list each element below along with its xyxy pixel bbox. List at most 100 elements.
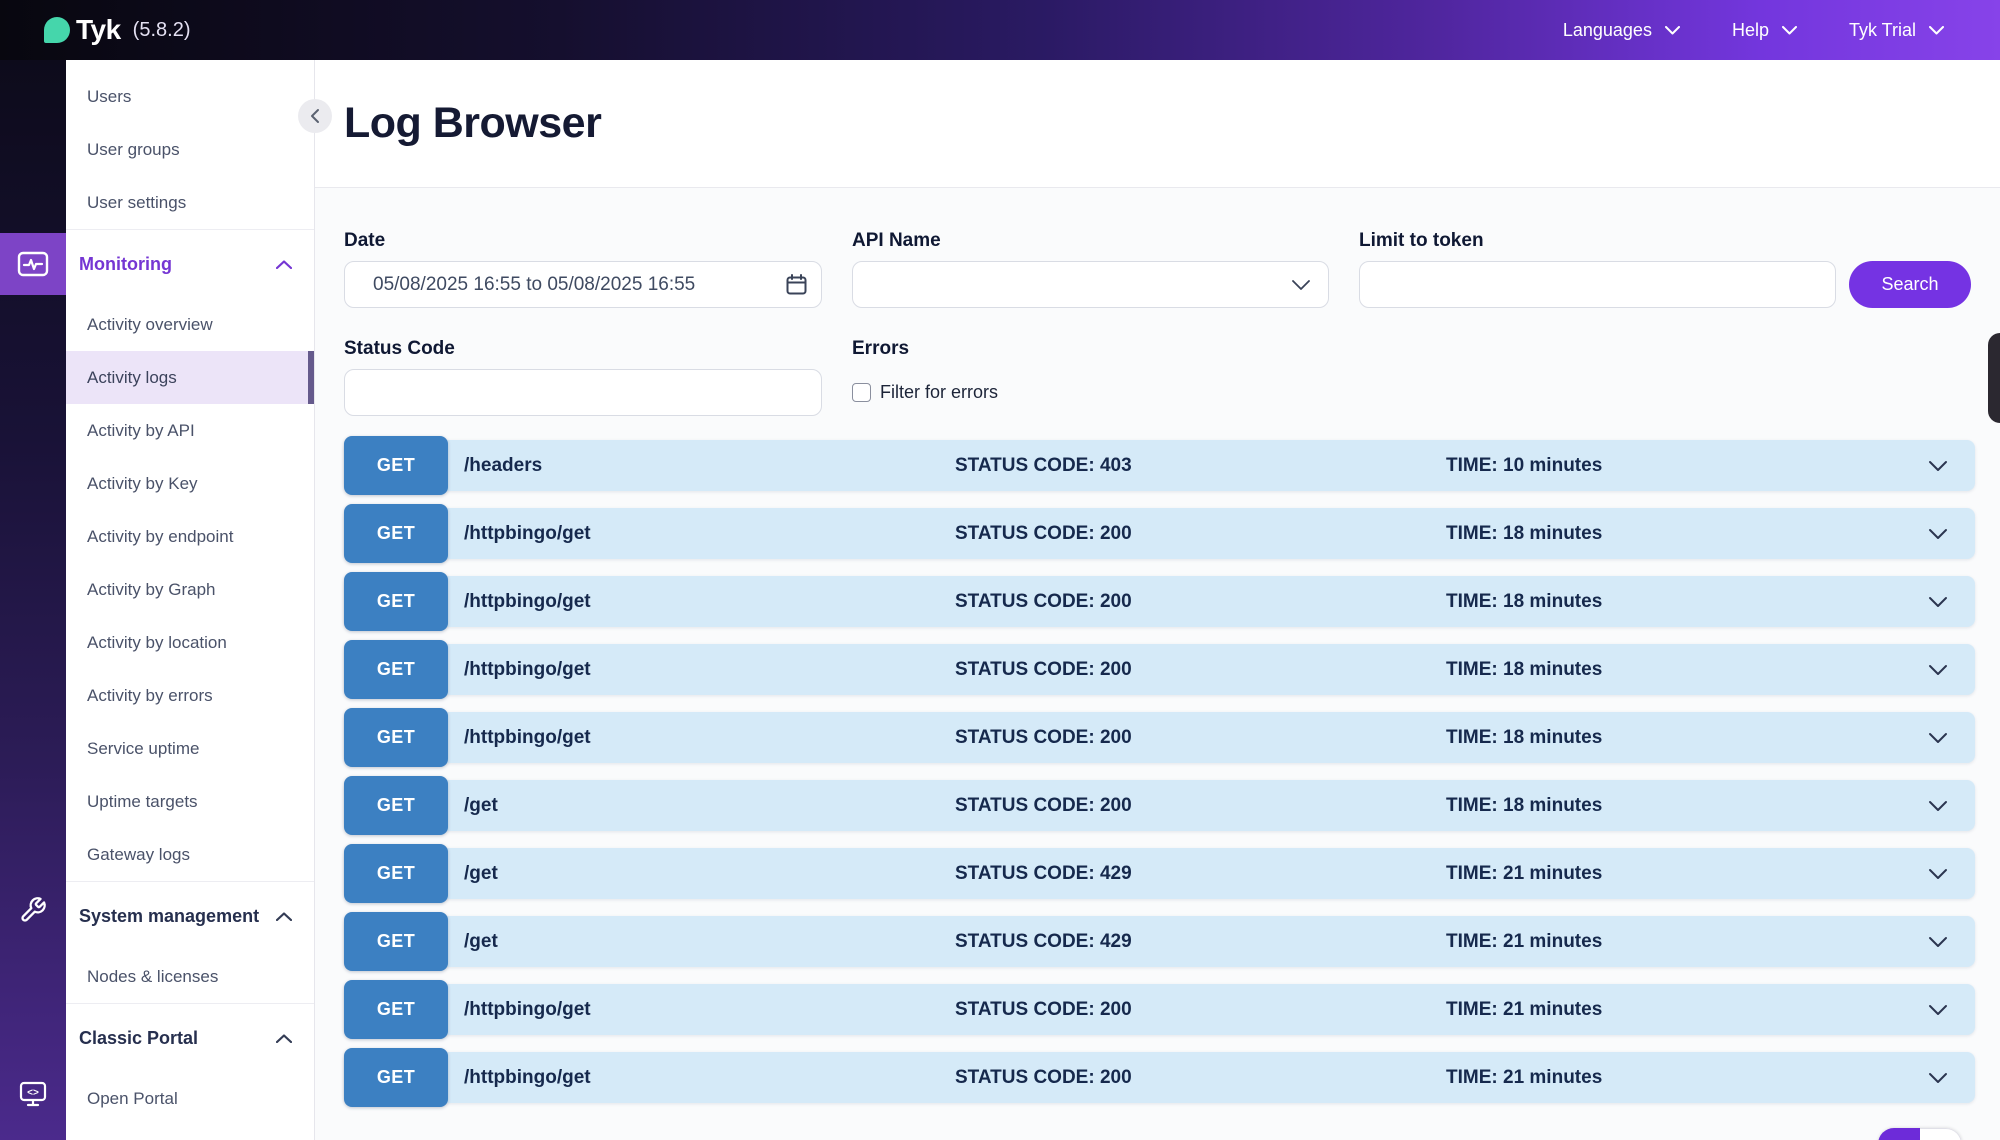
filter-for-errors-checkbox[interactable]	[852, 383, 871, 402]
log-status: STATUS CODE: 200	[955, 726, 1132, 748]
sidebar-item[interactable]: Activity by errors	[66, 669, 314, 722]
chevron-down-icon[interactable]	[1928, 868, 1948, 880]
sidebar-section-system-management[interactable]: System management	[66, 882, 314, 950]
date-label: Date	[344, 230, 386, 251]
sidebar-item[interactable]: Activity by location	[66, 616, 314, 669]
sidebar-item-label: Nodes & licenses	[87, 966, 219, 986]
chevron-down-icon[interactable]	[1928, 936, 1948, 948]
sidebar-collapse-button[interactable]	[298, 99, 332, 133]
section-label: Classic Portal	[79, 1027, 199, 1048]
filter-for-errors-label: Filter for errors	[880, 382, 999, 402]
svg-text:<>: <>	[27, 1088, 39, 1099]
tyk-leaf-icon	[44, 17, 70, 43]
version-label: (5.8.2)	[132, 18, 191, 41]
system-management-strip-button[interactable]	[0, 896, 66, 924]
chevron-down-icon[interactable]	[1928, 596, 1948, 608]
icon-strip: <>	[0, 60, 66, 1140]
sidebar-item[interactable]: Activity logs	[66, 351, 314, 404]
sidebar-item-label: Gateway logs	[87, 844, 190, 864]
log-path: /httpbingo/get	[464, 726, 591, 748]
log-row[interactable]: GET /httpbingo/get STATUS CODE: 200 TIME…	[344, 572, 1975, 631]
sidebar-item-label: Activity by errors	[87, 685, 213, 705]
sidebar-item[interactable]: Open Portal	[66, 1072, 314, 1125]
sidebar-section-monitoring[interactable]: Monitoring	[66, 230, 314, 298]
sidebar-divider	[66, 881, 314, 882]
log-time: TIME: 18 minutes	[1446, 794, 1603, 816]
http-method-badge: GET	[344, 912, 448, 971]
search-button[interactable]: Search	[1849, 261, 1971, 308]
log-row[interactable]: GET /httpbingo/get STATUS CODE: 200 TIME…	[344, 980, 1975, 1039]
log-time: TIME: 21 minutes	[1446, 862, 1603, 884]
sidebar-item[interactable]: Gateway logs	[66, 828, 314, 881]
log-row[interactable]: GET /get STATUS CODE: 429 TIME: 21 minut…	[344, 844, 1975, 903]
sidebar-item[interactable]: User groups	[66, 123, 314, 176]
sidebar-item[interactable]: Uptime targets	[66, 775, 314, 828]
chevron-down-icon[interactable]	[1928, 528, 1948, 540]
chevron-down-icon[interactable]	[1928, 800, 1948, 812]
log-status: STATUS CODE: 429	[955, 930, 1132, 952]
top-nav-dropdown[interactable]: Languages	[1563, 20, 1680, 41]
log-time: TIME: 18 minutes	[1446, 522, 1603, 544]
top-nav: Languages Help Tyk Trial	[1563, 20, 1944, 41]
sidebar-item-label: Uptime targets	[87, 791, 198, 811]
sidebar-item[interactable]: Activity by Key	[66, 457, 314, 510]
log-row[interactable]: GET /get STATUS CODE: 200 TIME: 18 minut…	[344, 776, 1975, 835]
sidebar-item[interactable]: Service uptime	[66, 722, 314, 775]
log-path: /httpbingo/get	[464, 522, 591, 544]
right-edge-tab[interactable]	[1988, 333, 2000, 423]
api-name-filter: API Name	[852, 230, 1329, 308]
sidebar-item[interactable]: Activity overview	[66, 298, 314, 351]
sidebar-section-classic-portal[interactable]: Classic Portal	[66, 1004, 314, 1072]
sidebar-item[interactable]: Activity by API	[66, 404, 314, 457]
portal-monitor-icon: <>	[19, 1081, 47, 1107]
chevron-down-icon[interactable]	[1928, 1072, 1948, 1084]
log-row[interactable]: GET /get STATUS CODE: 429 TIME: 21 minut…	[344, 912, 1975, 971]
chevron-down-icon[interactable]	[1928, 732, 1948, 744]
top-nav-dropdown[interactable]: Tyk Trial	[1849, 20, 1944, 41]
sidebar-item-label: Activity by endpoint	[87, 526, 234, 546]
log-row[interactable]: GET /httpbingo/get STATUS CODE: 200 TIME…	[344, 1048, 1975, 1107]
sidebar-item[interactable]: Activity by endpoint	[66, 510, 314, 563]
chevron-up-icon	[276, 259, 292, 269]
log-path: /httpbingo/get	[464, 1066, 591, 1088]
floating-control-left[interactable]	[1878, 1128, 1920, 1140]
http-method-badge: GET	[344, 980, 448, 1039]
top-nav-dropdown[interactable]: Help	[1732, 20, 1797, 41]
filter-row-2: Status Code Errors Filter for errors	[344, 338, 2000, 416]
chevron-down-icon	[1781, 25, 1797, 34]
limit-to-token-input[interactable]	[1359, 261, 1836, 308]
sidebar-portal-group: Open Portal	[66, 1072, 314, 1125]
sidebar-item[interactable]: Nodes & licenses	[66, 950, 314, 1003]
sidebar-item-label: Service uptime	[87, 738, 200, 758]
date-range-input[interactable]	[344, 261, 822, 308]
log-row[interactable]: GET /httpbingo/get STATUS CODE: 200 TIME…	[344, 504, 1975, 563]
classic-portal-strip-button[interactable]: <>	[0, 1080, 66, 1108]
chevron-down-icon[interactable]	[1928, 664, 1948, 676]
log-time: TIME: 18 minutes	[1446, 726, 1603, 748]
tyk-logo[interactable]: Tyk (5.8.2)	[44, 14, 190, 46]
log-path: /get	[464, 862, 498, 884]
chevron-down-icon[interactable]	[1928, 460, 1948, 472]
sidebar-item[interactable]: Users	[66, 70, 314, 123]
log-status: STATUS CODE: 200	[955, 1066, 1132, 1088]
monitoring-strip-button[interactable]	[0, 233, 66, 295]
filter-row-1: Date API Name	[344, 230, 2000, 308]
log-row[interactable]: GET /httpbingo/get STATUS CODE: 200 TIME…	[344, 708, 1975, 767]
chevron-down-icon[interactable]	[1928, 1004, 1948, 1016]
log-status: STATUS CODE: 429	[955, 862, 1132, 884]
log-list: GET /headers STATUS CODE: 403 TIME: 10 m…	[344, 436, 1975, 1107]
sidebar-item[interactable]: User settings	[66, 176, 314, 229]
sidebar-item-label: User groups	[87, 139, 180, 159]
log-time: TIME: 21 minutes	[1446, 998, 1603, 1020]
log-row[interactable]: GET /httpbingo/get STATUS CODE: 200 TIME…	[344, 640, 1975, 699]
sidebar: Users User groups User settings Monitori…	[66, 60, 315, 1140]
status-code-input[interactable]	[344, 369, 822, 416]
date-filter: Date	[344, 230, 822, 308]
sidebar-monitoring-group: Activity overview Activity logs Activity…	[66, 298, 314, 881]
log-time: TIME: 18 minutes	[1446, 590, 1603, 612]
api-name-select[interactable]	[852, 261, 1329, 308]
log-row[interactable]: GET /headers STATUS CODE: 403 TIME: 10 m…	[344, 436, 1975, 495]
sidebar-item[interactable]: Activity by Graph	[66, 563, 314, 616]
floating-control-partial[interactable]	[1878, 1128, 1962, 1140]
http-method-badge: GET	[344, 776, 448, 835]
